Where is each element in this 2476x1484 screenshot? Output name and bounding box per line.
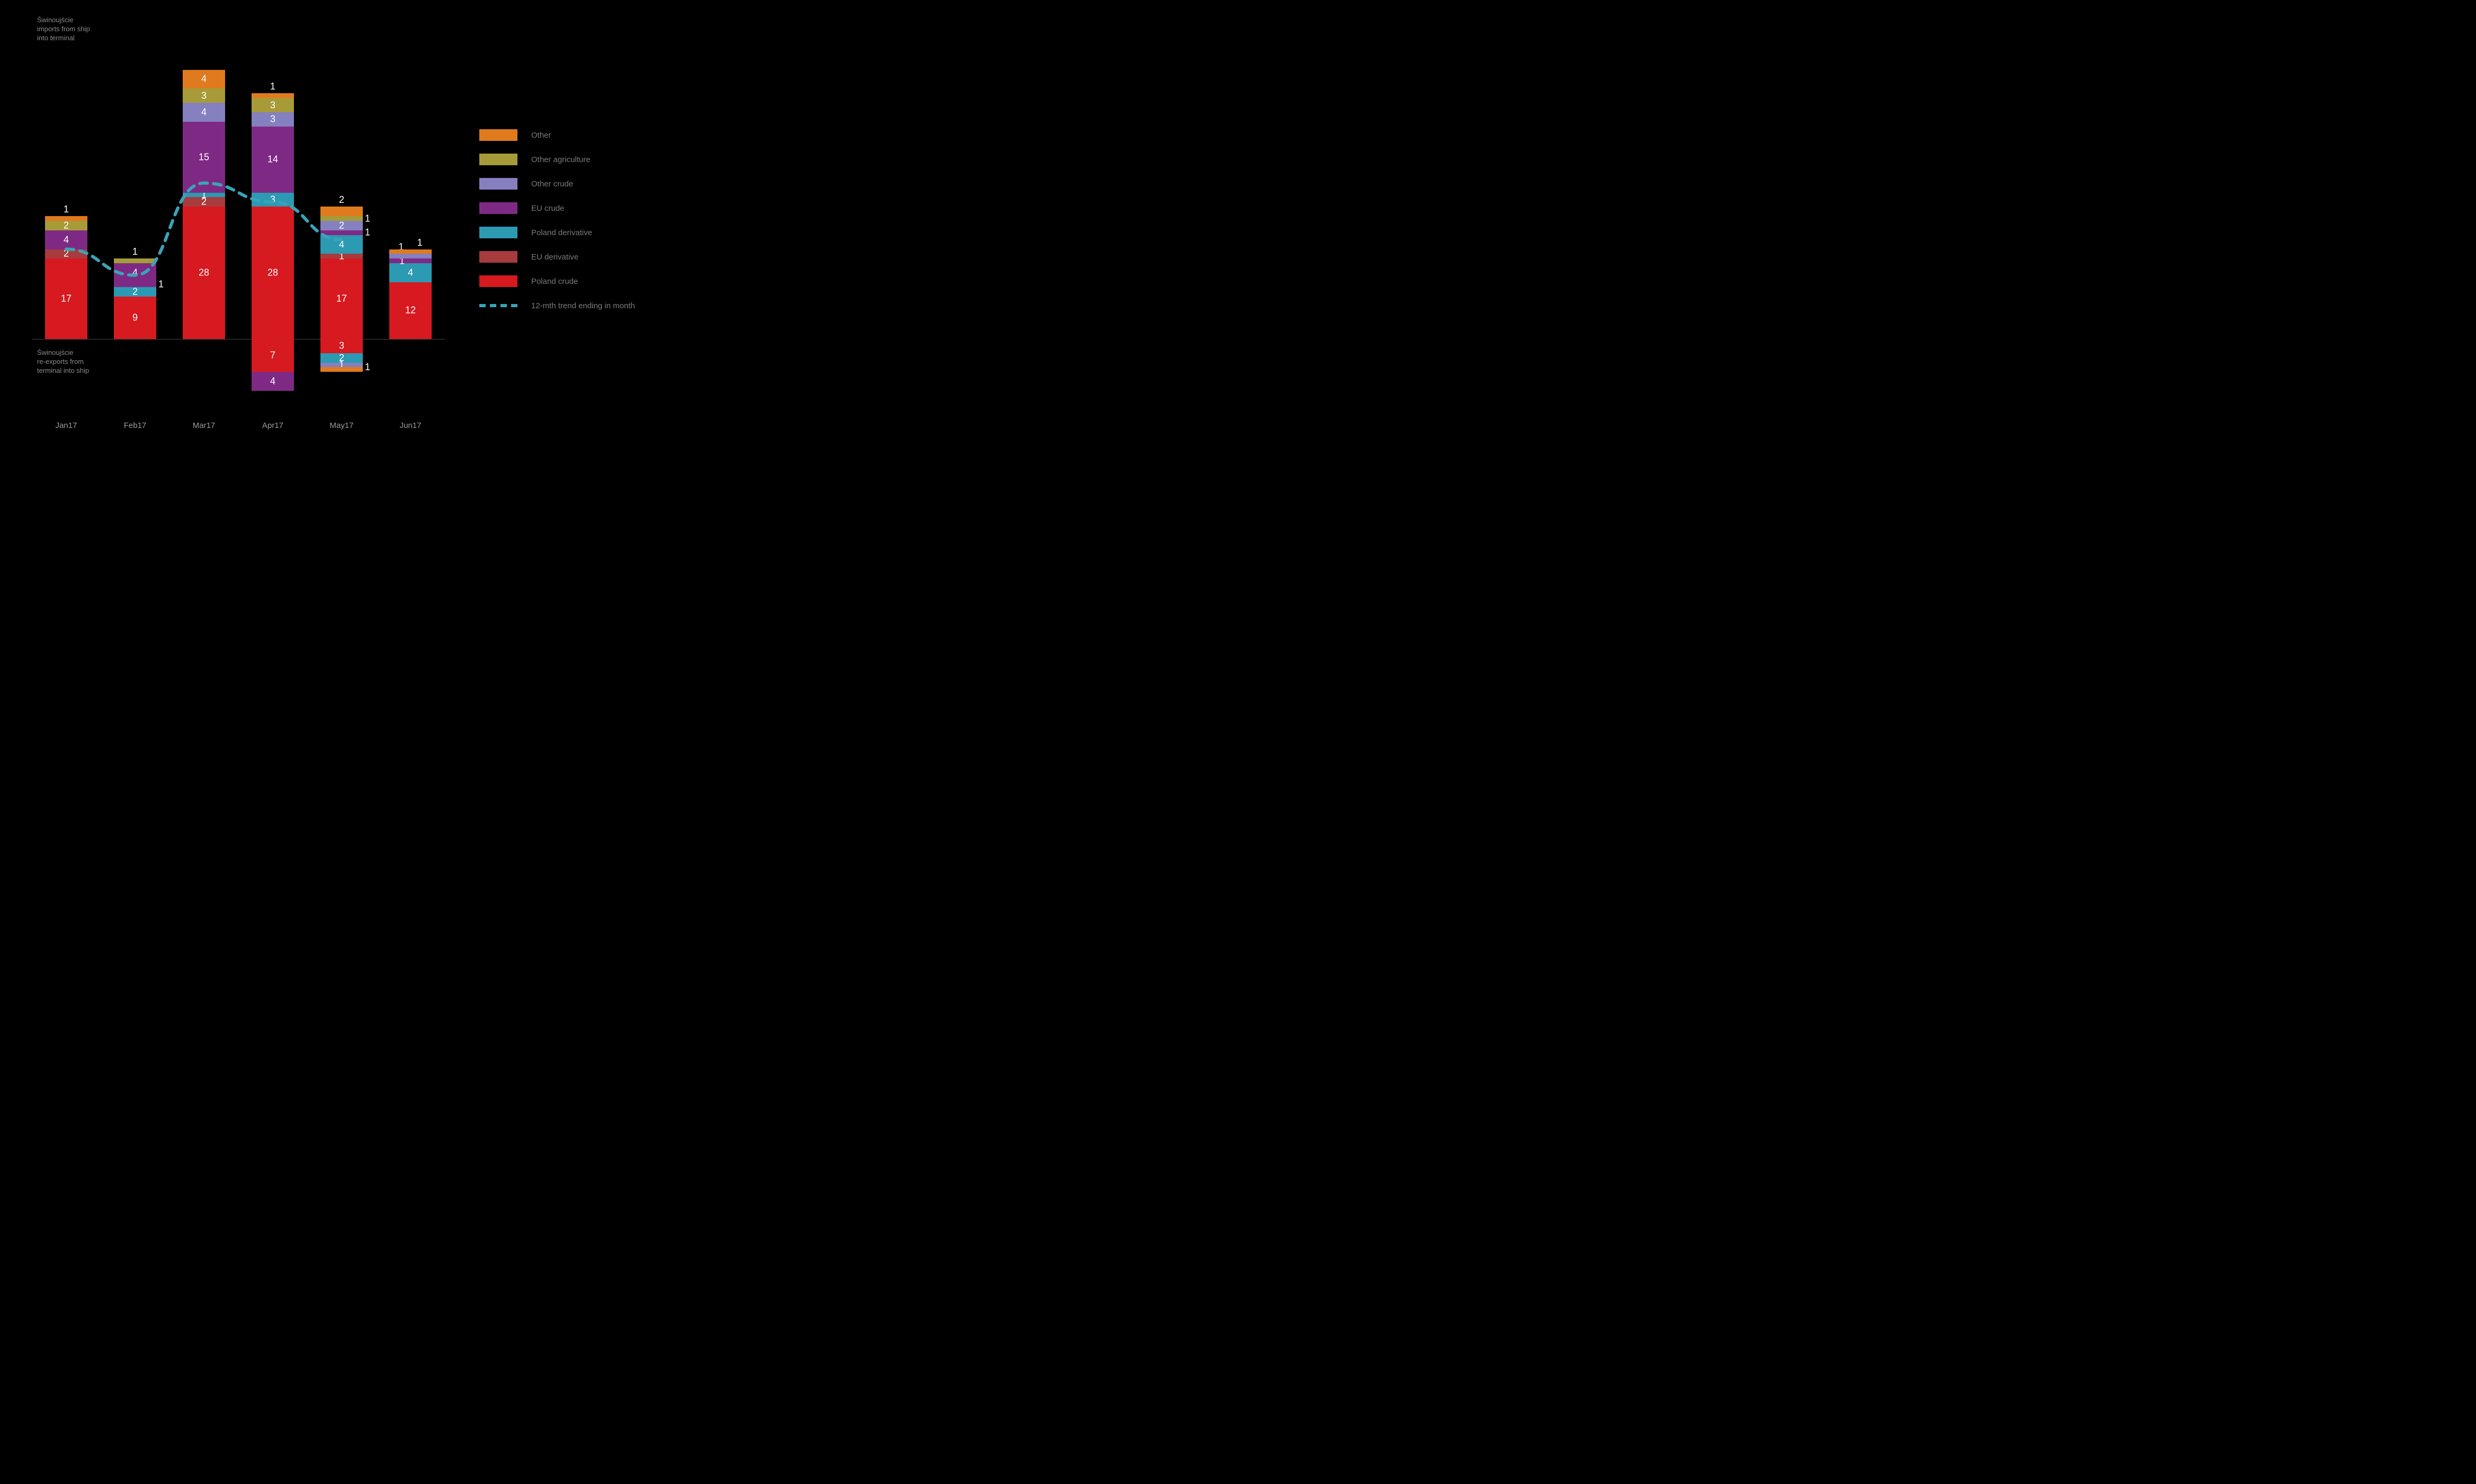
legend-swatch [479, 129, 517, 141]
legend-label: EU crude [531, 204, 565, 213]
x-axis-label: Jan17 [56, 421, 77, 430]
legend-label: EU derivative [531, 253, 578, 262]
legend-item: Other agriculture [479, 154, 755, 165]
legend-item: Poland crude [479, 275, 755, 287]
x-axis-label: May17 [329, 421, 353, 430]
legend-item-trend: 12-mth trend ending in month [479, 300, 755, 311]
legend-swatch [479, 154, 517, 165]
legend-swatch [479, 178, 517, 190]
chart-container: Świnoujście imports from ship into termi… [0, 0, 762, 457]
legend: Other Other agriculture Other crude EU crud… [479, 129, 755, 324]
legend-item: EU derivative [479, 251, 755, 263]
legend-swatch-dash [479, 304, 517, 307]
x-axis-label: Mar17 [193, 421, 216, 430]
legend-swatch [479, 275, 517, 287]
legend-item: Poland derivative [479, 227, 755, 238]
x-axis-label: Apr17 [262, 421, 283, 430]
legend-label: Other [531, 131, 551, 140]
legend-label: Poland derivative [531, 228, 592, 237]
legend-item: Other [479, 129, 755, 141]
legend-label: Other agriculture [531, 155, 591, 164]
plot-area: 1724219214128211543428314331741714121232… [32, 11, 445, 413]
legend-swatch [479, 202, 517, 214]
legend-label: 12-mth trend ending in month [531, 301, 635, 310]
legend-item: Other crude [479, 178, 755, 190]
x-axis-label: Feb17 [124, 421, 147, 430]
legend-label: Poland crude [531, 277, 578, 286]
legend-swatch [479, 251, 517, 263]
legend-item: EU crude [479, 202, 755, 214]
legend-label: Other crude [531, 180, 573, 189]
x-axis-label: Jun17 [400, 421, 422, 430]
trend-line [32, 11, 445, 413]
legend-swatch [479, 227, 517, 238]
